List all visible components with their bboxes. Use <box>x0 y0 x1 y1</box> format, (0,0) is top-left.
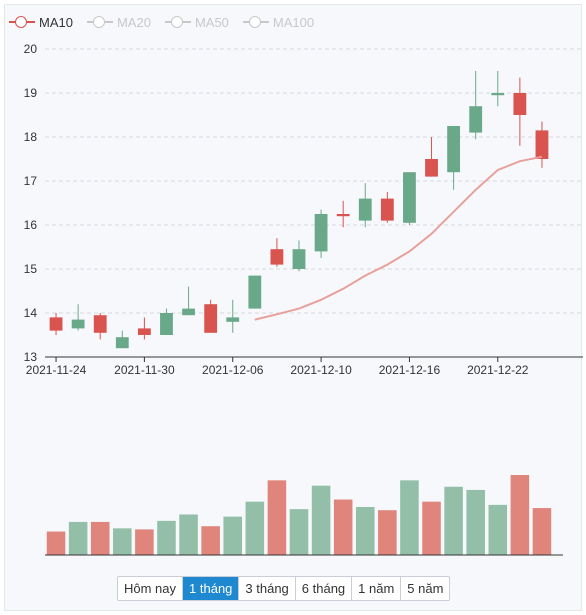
y-tick-label: 15 <box>24 262 38 276</box>
volume-bar <box>68 521 88 555</box>
candle-body <box>71 319 85 329</box>
x-tick-label: 2021-12-06 <box>202 363 264 377</box>
candle-body <box>226 317 240 322</box>
candle-body <box>380 198 394 221</box>
volume-bar <box>135 529 154 555</box>
volume-bar <box>466 489 485 555</box>
range-selector: Hôm nay 1 tháng 3 tháng 6 tháng 1 năm 5 năm <box>117 576 451 601</box>
candle-body <box>292 249 306 269</box>
volume-bar <box>444 486 463 555</box>
volume-bar <box>201 526 220 555</box>
x-tick-label: 2021-12-16 <box>379 363 441 377</box>
candlestick-chart: 13 14 15 16 17 18 19 20 2021-11-24 2021-11-30 2021… <box>24 42 583 556</box>
candle-body <box>137 328 151 335</box>
candle-body <box>491 93 505 96</box>
legend-label: MA20 <box>116 14 151 30</box>
legend-item-ma20[interactable]: MA20 <box>86 14 151 30</box>
volume-bar <box>400 480 419 555</box>
volume-bar <box>179 514 198 555</box>
volume-bar <box>333 499 353 555</box>
volume-bar <box>289 509 309 555</box>
candle-body <box>447 126 461 173</box>
legend-label: MA10 <box>39 14 73 30</box>
volume-bar <box>90 521 110 555</box>
range-button-5[interactable]: 5 năm <box>407 581 444 596</box>
volume-bar <box>223 516 243 555</box>
legend-label: MA50 <box>194 14 229 30</box>
volume-bar <box>113 528 132 555</box>
volume-bar <box>267 480 287 555</box>
volume-bar <box>311 485 331 555</box>
x-tick-label: 2021-11-30 <box>114 363 175 377</box>
candle-body <box>93 315 107 333</box>
range-button-0[interactable]: Hôm nay <box>118 577 184 600</box>
legend-item-ma100[interactable]: MA100 <box>242 14 315 30</box>
legend-circle-icon <box>164 15 191 29</box>
range-button-1[interactable]: 1 tháng <box>183 577 240 600</box>
volume-bar <box>157 520 176 555</box>
candle-body <box>425 159 438 177</box>
legend-item-ma50[interactable]: MA50 <box>164 14 229 30</box>
candle-body <box>248 275 262 309</box>
candle-body <box>49 317 63 331</box>
y-tick-label: 20 <box>24 42 38 56</box>
candle-body <box>314 214 328 252</box>
volume-bar <box>510 475 530 555</box>
legend-circle-icon <box>9 15 35 29</box>
candle-body <box>160 313 173 335</box>
volume-bar <box>245 501 265 555</box>
volume-bar <box>422 501 441 555</box>
y-tick-label: 13 <box>24 350 38 364</box>
ma10-line <box>254 155 543 321</box>
y-tick-label: 14 <box>24 306 38 320</box>
range-button-2[interactable]: 3 tháng <box>239 577 296 600</box>
candle-body <box>358 198 372 221</box>
x-tick-label: 2021-11-24 <box>26 363 87 377</box>
candle-body <box>513 93 527 115</box>
candle-body <box>336 214 350 217</box>
legend-label: MA100 <box>272 14 315 30</box>
volume-bar <box>355 507 375 555</box>
x-tick-label: 2021-12-22 <box>467 363 529 377</box>
y-tick-label: 17 <box>24 174 38 188</box>
legend-item-ma10[interactable]: MA10 <box>9 15 73 30</box>
y-tick-label: 16 <box>24 218 38 232</box>
volume-bar <box>532 508 552 555</box>
candle-body <box>270 249 284 265</box>
chart-legend: MA10 MA20 MA50 MA100 <box>9 13 314 31</box>
candle-body <box>204 304 218 333</box>
volume-bar <box>488 504 508 555</box>
candle-body <box>182 308 195 316</box>
candle-body <box>535 130 549 159</box>
legend-circle-icon <box>86 15 113 29</box>
y-tick-label: 18 <box>24 130 38 144</box>
legend-circle-icon <box>242 15 269 29</box>
x-tick-label: 2021-12-10 <box>290 363 352 377</box>
volume-bar <box>378 510 397 555</box>
candle-body <box>469 106 483 133</box>
candle-body <box>115 337 129 349</box>
y-tick-label: 19 <box>24 86 38 100</box>
chart-panel: MA10 MA20 MA50 MA100 13 14 15 16 17 18 19 20 2021-1… <box>4 4 583 611</box>
range-button-3[interactable]: 6 tháng <box>296 577 353 600</box>
range-button-4[interactable]: 1 năm <box>352 577 402 600</box>
candle-body <box>403 172 416 223</box>
volume-bar <box>46 531 66 555</box>
